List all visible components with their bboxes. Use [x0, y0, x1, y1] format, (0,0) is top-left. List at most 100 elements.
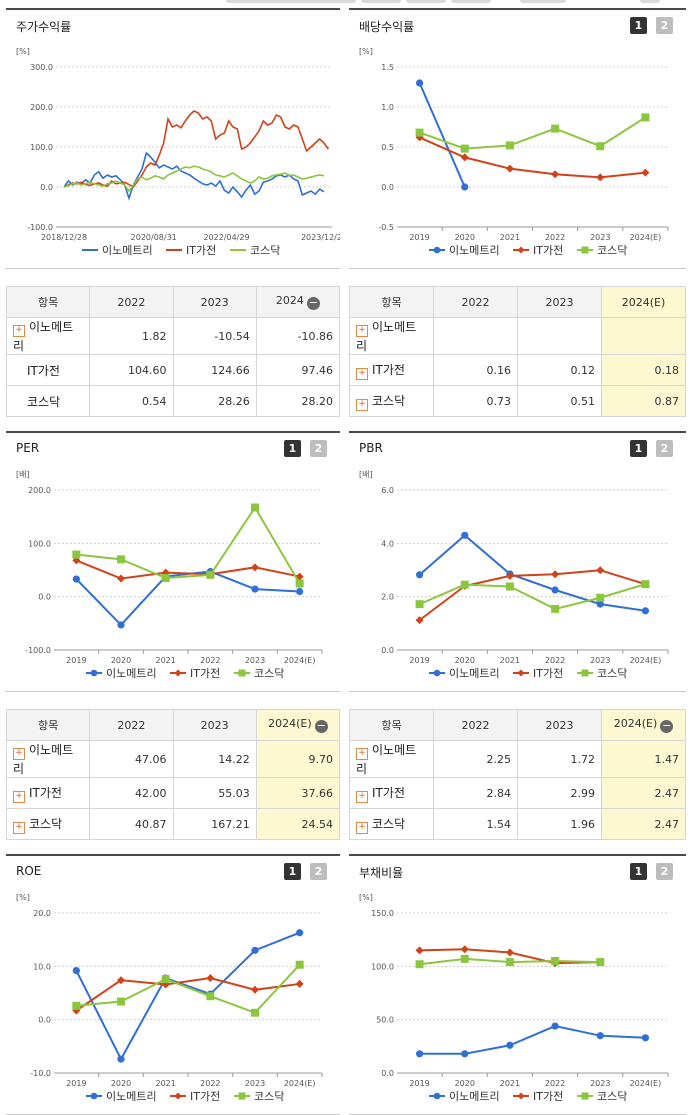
data-point-kosdaq[interactable]: [460, 144, 469, 153]
row-name-kosdaq[interactable]: + 코스닥: [5, 808, 91, 840]
data-point-it-appliance[interactable]: [295, 979, 304, 988]
expand-icon[interactable]: +: [356, 748, 368, 760]
data-point-kosdaq[interactable]: [551, 124, 560, 133]
data-point-kosdaq[interactable]: [596, 958, 605, 967]
data-point-kosdaq[interactable]: [251, 503, 259, 512]
row-name-it-appliance[interactable]: + IT가전: [349, 777, 434, 809]
expand-icon[interactable]: +: [13, 821, 25, 834]
row-name-it-appliance[interactable]: + IT가전: [349, 354, 434, 386]
data-point-kosdaq[interactable]: [161, 975, 170, 984]
expand-icon[interactable]: +: [13, 325, 25, 337]
data-point-it-appliance[interactable]: [505, 948, 514, 957]
data-point-it-appliance[interactable]: [251, 985, 259, 994]
collapse-icon[interactable]: −: [306, 296, 320, 310]
data-point-kosdaq[interactable]: [72, 1001, 81, 1010]
data-point-innometry[interactable]: [415, 79, 424, 87]
data-point-innometry[interactable]: [415, 1050, 424, 1058]
data-point-it-appliance[interactable]: [505, 164, 514, 173]
row-name-innometry[interactable]: + 이노메트리: [5, 740, 91, 778]
data-point-innometry[interactable]: [461, 1050, 469, 1058]
data-point-kosdaq[interactable]: [596, 593, 605, 602]
view-1-button[interactable]: 1: [630, 17, 647, 34]
collapse-icon[interactable]: −: [660, 719, 674, 733]
data-point-innometry[interactable]: [251, 946, 259, 954]
data-point-innometry[interactable]: [296, 587, 304, 596]
data-point-kosdaq[interactable]: [295, 960, 304, 969]
view-1-button[interactable]: 1: [284, 863, 301, 880]
data-point-kosdaq[interactable]: [161, 574, 170, 582]
data-point-innometry[interactable]: [296, 929, 304, 937]
data-point-it-appliance[interactable]: [415, 946, 424, 955]
expand-icon[interactable]: +: [356, 398, 368, 411]
data-point-kosdaq[interactable]: [415, 960, 424, 969]
data-point-innometry[interactable]: [551, 586, 559, 594]
expand-icon[interactable]: +: [13, 790, 25, 803]
data-point-innometry[interactable]: [117, 1055, 125, 1063]
data-point-innometry[interactable]: [551, 1022, 559, 1030]
data-point-it-appliance[interactable]: [117, 574, 125, 583]
view-2-button[interactable]: 2: [656, 440, 673, 457]
row-name-kosdaq[interactable]: + 코스닥: [349, 385, 434, 417]
data-point-it-appliance[interactable]: [460, 945, 469, 954]
data-point-it-appliance[interactable]: [551, 570, 560, 579]
expand-icon[interactable]: +: [356, 325, 368, 337]
data-point-kosdaq[interactable]: [505, 141, 514, 150]
data-point-innometry[interactable]: [72, 575, 80, 583]
data-point-kosdaq[interactable]: [460, 580, 469, 589]
view-2-button[interactable]: 2: [656, 17, 673, 34]
data-point-kosdaq[interactable]: [505, 582, 514, 591]
data-point-innometry[interactable]: [461, 183, 469, 191]
data-point-innometry[interactable]: [641, 1034, 650, 1042]
row-name-it-appliance[interactable]: + IT가전: [5, 777, 91, 809]
data-point-kosdaq[interactable]: [206, 992, 215, 1001]
collapse-icon[interactable]: −: [314, 719, 328, 733]
data-point-kosdaq[interactable]: [117, 555, 125, 564]
data-point-it-appliance[interactable]: [72, 1006, 81, 1015]
data-point-kosdaq[interactable]: [460, 954, 469, 963]
data-point-it-appliance[interactable]: [505, 571, 514, 580]
view-2-button[interactable]: 2: [656, 863, 673, 880]
data-point-kosdaq[interactable]: [415, 128, 424, 137]
view-2-button[interactable]: 2: [310, 863, 327, 880]
data-point-innometry[interactable]: [506, 1041, 514, 1049]
view-2-button[interactable]: 2: [310, 440, 327, 457]
data-point-kosdaq[interactable]: [117, 997, 125, 1006]
row-name-innometry[interactable]: + 이노메트리: [349, 740, 434, 778]
data-point-it-appliance[interactable]: [641, 168, 650, 177]
row-name-kosdaq[interactable]: + 코스닥: [349, 808, 434, 840]
data-point-kosdaq[interactable]: [551, 604, 560, 613]
data-point-innometry[interactable]: [596, 1032, 604, 1040]
data-point-kosdaq[interactable]: [415, 600, 424, 609]
expand-icon[interactable]: +: [356, 367, 368, 380]
data-point-kosdaq[interactable]: [641, 580, 650, 589]
data-point-kosdaq[interactable]: [295, 579, 304, 588]
data-point-innometry[interactable]: [72, 967, 80, 975]
data-point-kosdaq[interactable]: [551, 957, 560, 965]
data-point-kosdaq[interactable]: [72, 550, 81, 559]
data-point-it-appliance[interactable]: [596, 566, 605, 575]
data-point-it-appliance[interactable]: [117, 976, 125, 985]
data-point-kosdaq[interactable]: [251, 1008, 259, 1017]
data-point-kosdaq[interactable]: [596, 142, 605, 151]
row-name-innometry[interactable]: + 이노메트리: [5, 317, 91, 355]
data-point-kosdaq[interactable]: [641, 113, 650, 122]
data-point-innometry[interactable]: [641, 607, 650, 615]
view-1-button[interactable]: 1: [630, 440, 647, 457]
view-1-button[interactable]: 1: [284, 440, 301, 457]
expand-icon[interactable]: +: [356, 790, 368, 803]
data-point-innometry[interactable]: [596, 600, 604, 608]
data-point-it-appliance[interactable]: [596, 173, 605, 182]
row-name-innometry[interactable]: + 이노메트리: [349, 317, 434, 355]
data-point-kosdaq[interactable]: [206, 570, 215, 579]
view-1-button[interactable]: 1: [630, 863, 647, 880]
data-point-innometry[interactable]: [415, 571, 424, 579]
data-point-it-appliance[interactable]: [251, 563, 259, 572]
data-point-innometry[interactable]: [461, 531, 469, 539]
expand-icon[interactable]: +: [356, 821, 368, 834]
data-point-kosdaq[interactable]: [505, 958, 514, 967]
data-point-it-appliance[interactable]: [460, 153, 469, 162]
data-point-it-appliance[interactable]: [551, 170, 560, 179]
data-point-it-appliance[interactable]: [161, 568, 170, 577]
data-point-it-appliance[interactable]: [415, 616, 424, 625]
expand-icon[interactable]: +: [13, 748, 25, 760]
